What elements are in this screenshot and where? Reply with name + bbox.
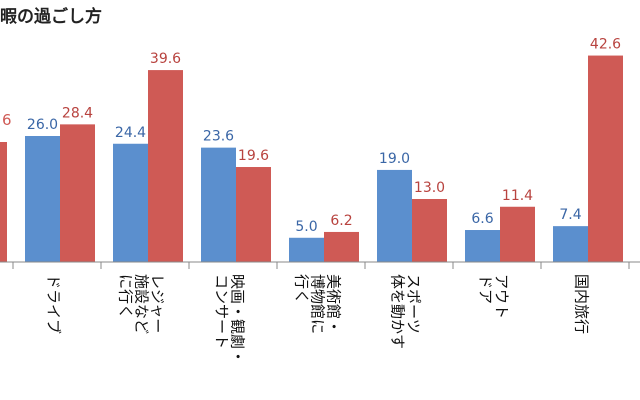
- bar-value-label: 6.2: [330, 213, 352, 229]
- partial-left-value-label: 6: [2, 111, 12, 129]
- bar-value-label: 5.0: [295, 219, 317, 235]
- bar-series-2: [500, 206, 535, 262]
- category-label: コンサート: [213, 274, 231, 349]
- partial-left-bar-group: 6: [0, 111, 12, 262]
- bar-series-1: [377, 169, 412, 262]
- bar-series-1: [553, 226, 588, 262]
- chart-title: 暇の過ごし方: [0, 7, 102, 27]
- category-label: レジャー: [149, 274, 167, 333]
- bar-series-2: [148, 70, 183, 262]
- category-label: アウト: [493, 274, 511, 319]
- value-labels-layer: 26.028.4 24.4 39.6 23.619.6 5.0 6.2 19.013.0 6.…: [27, 37, 621, 235]
- bar-series-2: [412, 199, 447, 262]
- category-label: スポーツ: [405, 274, 423, 334]
- bar-series-1: [465, 230, 500, 262]
- category-label: 国内旅行: [573, 274, 591, 334]
- bar-value-label: 6.6: [471, 211, 493, 227]
- x-axis-ticks: [12, 262, 630, 269]
- category-label: ドライブ: [45, 274, 63, 334]
- category-label: ドア: [477, 274, 495, 304]
- bar-value-label: 19.6: [238, 148, 269, 164]
- bar-value-label: 11.4: [502, 188, 533, 204]
- category-label: 体を動かす: [389, 274, 407, 349]
- category-label: 映画・観劇・: [229, 274, 247, 364]
- category-label: 博物館に: [309, 274, 327, 334]
- bars-layer: [25, 55, 623, 262]
- bar-series-2: [236, 167, 271, 262]
- bar-series-1: [201, 147, 236, 262]
- bar-value-label: 42.6: [590, 37, 621, 53]
- bar-series-1: [25, 136, 60, 262]
- partial-left-bar: [0, 142, 7, 262]
- category-label: 施設など: [133, 274, 151, 334]
- bar-value-label: 28.4: [62, 105, 93, 121]
- category-label: 行く: [293, 274, 311, 304]
- bar-series-2: [60, 124, 95, 262]
- bar-series-1: [289, 237, 324, 262]
- bar-value-label: 26.0: [27, 117, 58, 133]
- category-label: 美術館・: [325, 274, 343, 334]
- bar-series-2: [588, 55, 623, 262]
- bar-value-label: 24.4: [115, 125, 146, 141]
- bar-value-label: 19.0: [379, 151, 410, 167]
- bar-value-label: 13.0: [414, 180, 445, 196]
- bar-value-label: 39.6: [150, 51, 181, 67]
- bar-value-label: 23.6: [203, 129, 234, 145]
- category-label: に行く: [117, 274, 135, 319]
- bar-series-1: [113, 143, 148, 262]
- bar-value-label: 7.4: [559, 207, 581, 223]
- bar-series-2: [324, 231, 359, 262]
